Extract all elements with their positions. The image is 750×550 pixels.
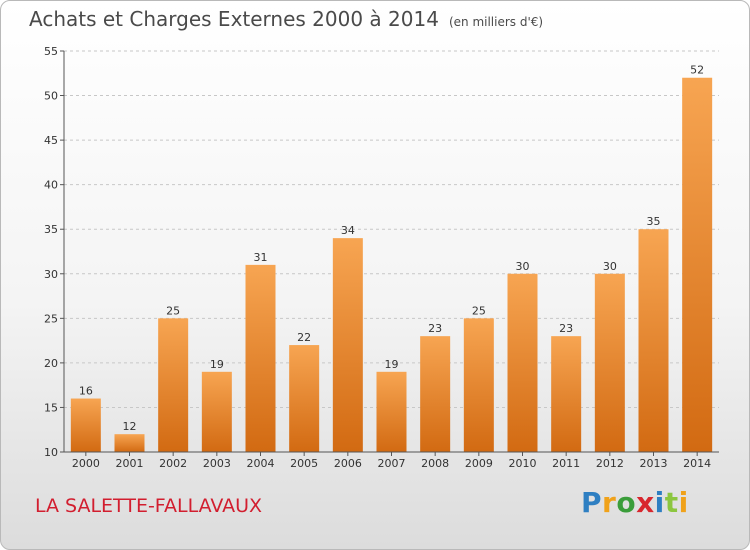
bar-2006 (332, 238, 363, 452)
value-label-2002: 25 (166, 304, 180, 317)
bar-2001 (114, 434, 145, 452)
proxiti-logo: Proxiti (581, 486, 689, 519)
bar-2000 (70, 398, 101, 452)
y-tick-label: 50 (44, 90, 58, 103)
value-label-2014: 52 (690, 64, 704, 77)
y-tick-label: 55 (44, 45, 58, 58)
logo-letter: x (636, 486, 655, 519)
x-tick-label-2007: 2007 (378, 457, 406, 470)
y-tick-label: 10 (44, 446, 58, 459)
y-tick-label: 45 (44, 134, 58, 147)
x-tick-label-2003: 2003 (203, 457, 231, 470)
bar-2005 (289, 345, 320, 452)
bar-2008 (420, 336, 451, 452)
x-tick-label-2001: 2001 (116, 457, 144, 470)
axes: 10 15 20 25 30 35 40 45 50 55 2000 2001 2002 2003 2004… (44, 45, 719, 470)
x-tick-label-2000: 2000 (72, 457, 100, 470)
value-label-2012: 30 (603, 260, 617, 273)
logo-letter: r (602, 486, 617, 519)
x-tick-label-2010: 2010 (509, 457, 537, 470)
value-label-2005: 22 (297, 331, 311, 344)
x-tick-label-2014: 2014 (683, 457, 711, 470)
bar-2010 (507, 273, 538, 452)
value-label-2008: 23 (428, 322, 442, 335)
value-label-2006: 34 (341, 224, 355, 237)
value-label-2010: 30 (516, 260, 530, 273)
bar-2013 (638, 229, 669, 452)
chart-title: Achats et Charges Externes 2000 à 2014 (e… (29, 7, 543, 31)
place-name: LA SALETTE-FALLAVAUX (35, 495, 263, 517)
x-tick-label-2011: 2011 (552, 457, 580, 470)
bar-2012 (594, 273, 625, 452)
y-tick-label: 20 (44, 357, 58, 370)
bar-2007 (376, 371, 407, 452)
x-tick-label-2008: 2008 (421, 457, 449, 470)
x-tick-label-2012: 2012 (596, 457, 624, 470)
value-label-2004: 31 (254, 251, 268, 264)
value-label-2003: 19 (210, 358, 224, 371)
logo-letter: t (664, 486, 679, 519)
y-tick-label: 30 (44, 268, 58, 281)
value-label-2007: 19 (385, 358, 399, 371)
x-tick-label-2013: 2013 (640, 457, 668, 470)
logo-letter: P (581, 486, 603, 519)
logo-letter: o (616, 486, 637, 519)
x-tick-label-2006: 2006 (334, 457, 362, 470)
y-tick-label: 25 (44, 312, 58, 325)
value-label-2001: 12 (123, 420, 137, 433)
x-tick-label-2002: 2002 (159, 457, 187, 470)
bar-2009 (463, 318, 494, 452)
value-label-2009: 25 (472, 304, 486, 317)
x-tick-label-2009: 2009 (465, 457, 493, 470)
y-tick-label: 40 (44, 179, 58, 192)
logo-letter: i (678, 486, 689, 519)
x-tick-label-2004: 2004 (247, 457, 275, 470)
chart-title-text: Achats et Charges Externes 2000 à 2014 (29, 7, 439, 31)
bars (70, 77, 713, 452)
unit-note: (en milliers d'€) (448, 15, 544, 29)
bar-2011 (551, 336, 582, 452)
bar-2004 (245, 264, 276, 452)
y-tick-label: 35 (44, 223, 58, 236)
y-tick-label: 15 (44, 401, 58, 414)
logo-letter: i (654, 486, 665, 519)
bar-2002 (158, 318, 189, 452)
bar-2014 (682, 77, 713, 452)
x-tick-label-2005: 2005 (290, 457, 318, 470)
value-label-2013: 35 (647, 215, 661, 228)
value-labels: 16 12 25 19 31 22 34 19 23 25 30 23 30 35 52 (79, 64, 704, 433)
value-label-2000: 16 (79, 385, 93, 398)
value-label-2011: 23 (559, 322, 573, 335)
bar-2003 (201, 371, 232, 452)
